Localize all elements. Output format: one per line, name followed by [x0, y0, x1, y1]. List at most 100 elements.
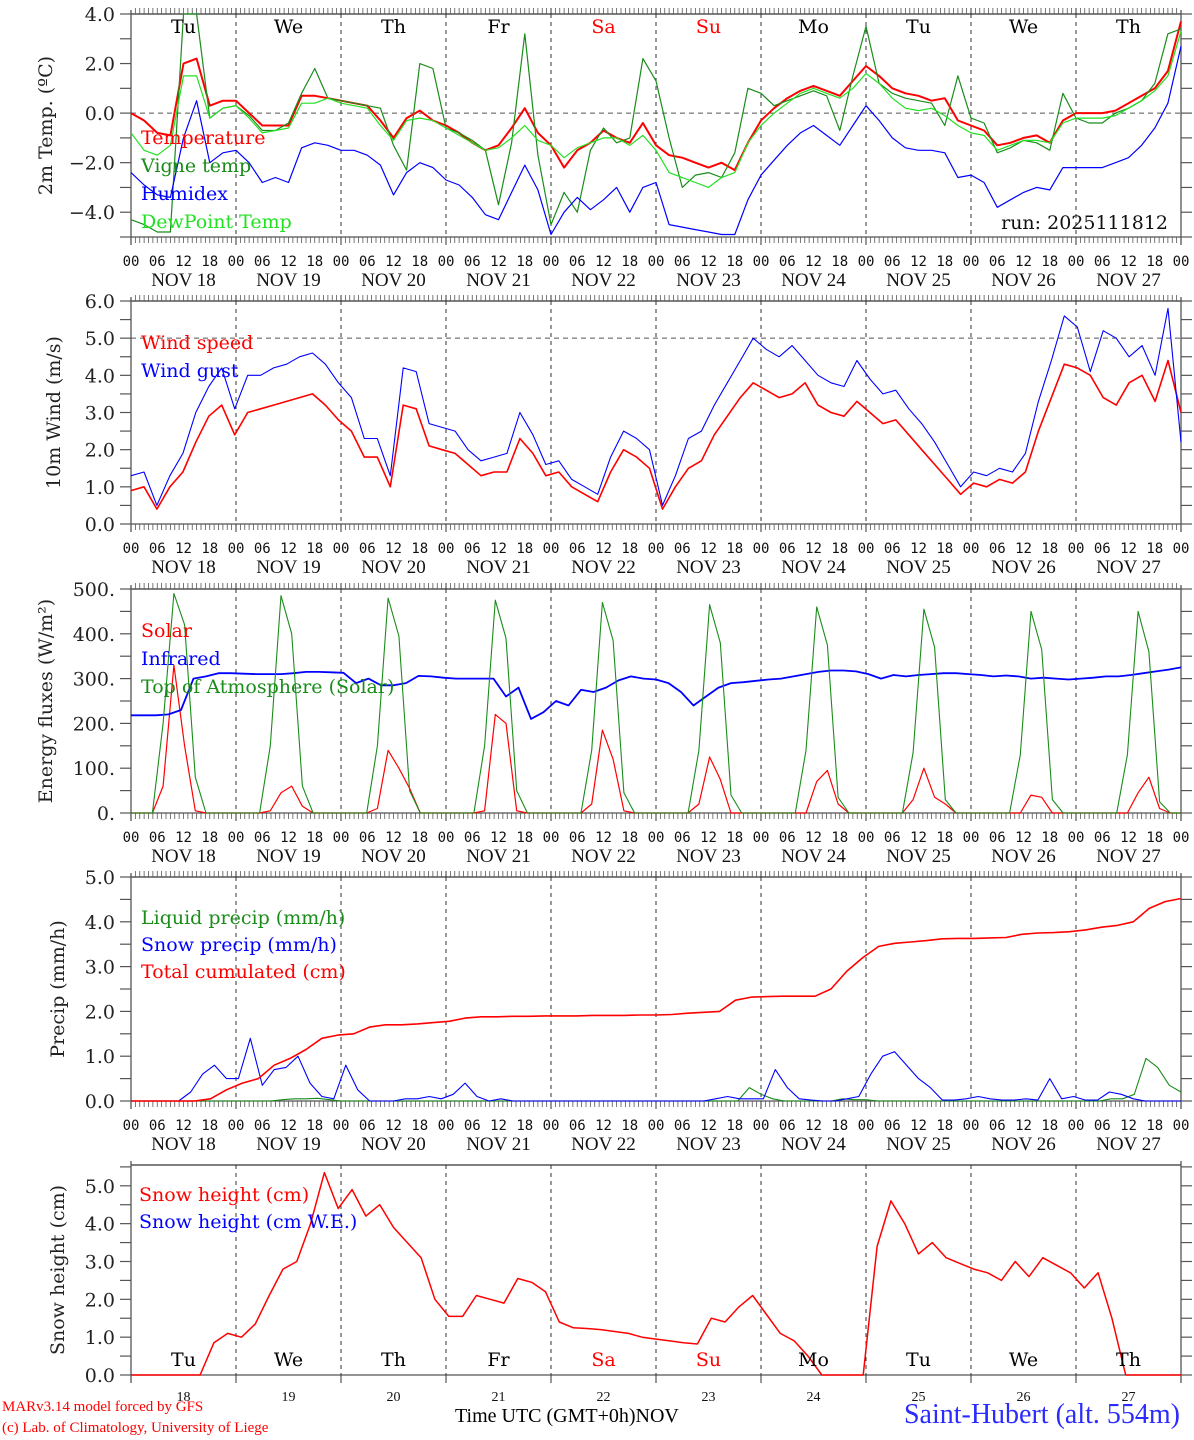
day-label: NOV 20	[361, 557, 426, 578]
hour-label: 00	[333, 1118, 350, 1134]
date-number-label: 26	[1017, 1390, 1031, 1405]
model-credit: MARv3.14 model forced by GFS	[2, 1399, 204, 1415]
day-label: NOV 27	[1096, 1134, 1161, 1155]
hour-label: 00	[1173, 254, 1190, 270]
legend-entry: Total cumulated (cm)	[141, 961, 346, 983]
hour-label: 18	[936, 830, 953, 846]
hour-label: 18	[831, 830, 848, 846]
y-tick-label: 4.0	[85, 912, 115, 934]
hour-label: 18	[726, 254, 743, 270]
y-tick-label: 0.0	[85, 1365, 115, 1387]
hour-label: 06	[1094, 830, 1111, 846]
hour-label: 12	[280, 541, 297, 557]
day-label: NOV 21	[466, 270, 531, 291]
hour-label: 06	[884, 254, 901, 270]
y-axis-label: Precip (mm/h)	[47, 920, 69, 1058]
hour-label: 18	[411, 830, 428, 846]
weekday-label: Tu	[171, 1349, 196, 1371]
hour-label: 06	[569, 830, 586, 846]
weekday-label: Tu	[906, 16, 931, 38]
day-label: NOV 24	[781, 270, 846, 291]
hour-label: 00	[228, 1118, 245, 1134]
weekday-label: We	[1009, 16, 1038, 38]
day-label: NOV 27	[1096, 270, 1161, 291]
date-number-label: 21	[492, 1390, 506, 1405]
weekday-label: Tu	[906, 1349, 931, 1371]
legend-entry: Wind gust	[141, 360, 239, 382]
weekday-label: Th	[1116, 1349, 1141, 1371]
hour-label: 06	[359, 254, 376, 270]
hour-label: 00	[963, 254, 980, 270]
hour-label: 12	[910, 541, 927, 557]
hour-label: 12	[490, 541, 507, 557]
hour-label: 06	[1094, 1118, 1111, 1134]
day-label: NOV 20	[361, 270, 426, 291]
y-tick-label: −4.0	[69, 202, 115, 224]
hour-label: 18	[201, 830, 218, 846]
hour-label: 06	[464, 541, 481, 557]
hour-label: 18	[201, 1118, 218, 1134]
hour-label: 18	[936, 541, 953, 557]
hour-label: 00	[438, 830, 455, 846]
hour-label: 00	[1068, 541, 1085, 557]
day-label: NOV 26	[991, 846, 1056, 867]
hour-label: 18	[1041, 830, 1058, 846]
hour-label: 18	[306, 1118, 323, 1134]
hour-label: 12	[385, 541, 402, 557]
series-line-temperature	[130, 21, 1182, 172]
hour-label: 12	[910, 254, 927, 270]
hour-label: 06	[989, 541, 1006, 557]
y-tick-label: 0.0	[85, 103, 115, 125]
hour-label: 06	[464, 830, 481, 846]
weekday-label: Th	[1116, 16, 1141, 38]
hour-label: 00	[648, 1118, 665, 1134]
day-label: NOV 25	[886, 1134, 951, 1155]
hour-label: 12	[280, 254, 297, 270]
y-tick-label: 1.0	[85, 477, 115, 499]
hour-label: 00	[753, 541, 770, 557]
day-label: NOV 24	[781, 846, 846, 867]
hour-label: 06	[989, 830, 1006, 846]
hour-label: 06	[989, 254, 1006, 270]
hour-label: 00	[123, 830, 140, 846]
date-number-label: 23	[702, 1390, 716, 1405]
day-label: NOV 25	[886, 846, 951, 867]
time-axis-label: Time UTC (GMT+0h)NOV	[455, 1405, 679, 1428]
day-label: NOV 19	[256, 557, 321, 578]
hour-label: 06	[149, 254, 166, 270]
date-number-label: 24	[807, 1390, 821, 1405]
y-tick-label: 2.0	[85, 440, 115, 462]
hour-label: 18	[1146, 541, 1163, 557]
station-title: Saint-Hubert (alt. 554m)	[903, 1399, 1180, 1430]
hour-label: 06	[359, 541, 376, 557]
series-line-top-of-atmosphere-solar	[131, 592, 1181, 814]
day-label: NOV 22	[571, 557, 636, 578]
hour-label: 18	[1146, 1118, 1163, 1134]
day-label: NOV 22	[571, 270, 636, 291]
hour-label: 06	[149, 541, 166, 557]
hour-label: 00	[333, 254, 350, 270]
weekday-label: Fr	[487, 1349, 510, 1371]
hour-label: 06	[884, 541, 901, 557]
hour-label: 06	[254, 541, 271, 557]
y-axis-label: 10m Wind (m/s)	[43, 336, 65, 489]
hour-label: 12	[1120, 541, 1137, 557]
hour-label: 18	[936, 254, 953, 270]
series-line-infrared	[131, 666, 1182, 720]
day-label: NOV 27	[1096, 846, 1161, 867]
hour-label: 12	[700, 1118, 717, 1134]
hour-label: 06	[989, 1118, 1006, 1134]
day-label: NOV 24	[781, 557, 846, 578]
y-tick-label: 3.0	[85, 957, 115, 979]
hour-label: 00	[1173, 1118, 1190, 1134]
hour-label: 06	[464, 1118, 481, 1134]
lab-credit: (c) Lab. of Climatology, University of L…	[2, 1420, 269, 1436]
y-tick-label: 200.	[73, 713, 115, 735]
hour-label: 12	[1015, 1118, 1032, 1134]
hour-label: 12	[175, 254, 192, 270]
time-axis-title: Time UTC (GMT+0h)	[455, 1405, 636, 1427]
hour-label: 12	[490, 1118, 507, 1134]
y-tick-label: 5.0	[85, 867, 115, 889]
hour-label: 12	[1120, 830, 1137, 846]
hour-label: 00	[333, 830, 350, 846]
